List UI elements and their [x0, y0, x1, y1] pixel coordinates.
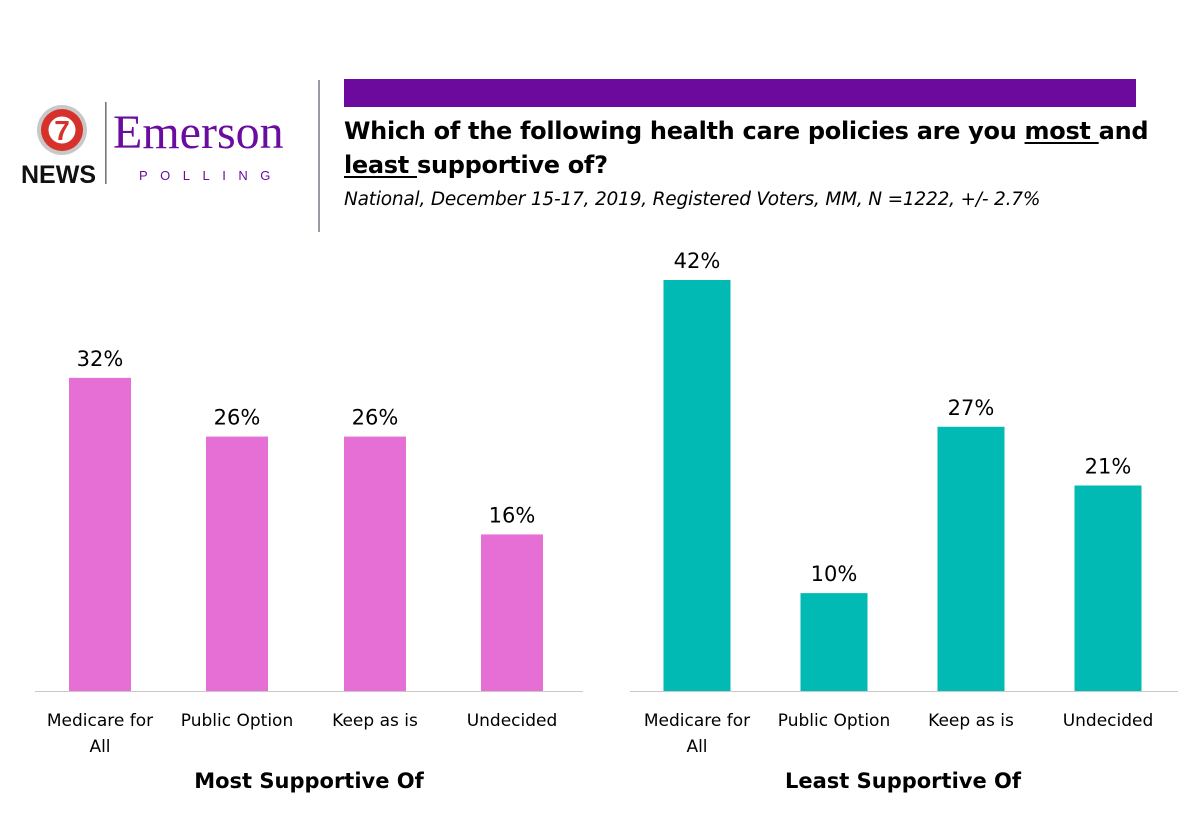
title-least: least	[344, 151, 418, 179]
polling-wordmark: POLLING	[139, 168, 283, 183]
data-label: 26%	[214, 406, 261, 430]
bar	[800, 593, 868, 691]
category-label: Keep as is	[332, 711, 418, 731]
panel-title: Least Supportive Of	[785, 769, 1022, 793]
category-label: Keep as is	[928, 711, 1014, 731]
header-divider	[318, 80, 320, 232]
data-label: 16%	[489, 503, 536, 527]
bar	[663, 280, 731, 691]
category-label: Medicare for	[47, 711, 153, 731]
chart-title: Which of the following health care polic…	[344, 117, 1149, 179]
title-accent-bar	[344, 79, 1136, 107]
data-label: 10%	[811, 562, 858, 586]
data-label: 42%	[674, 249, 721, 273]
bar	[481, 534, 543, 691]
category-label: Medicare for	[644, 711, 750, 731]
channel-7-icon: 7	[37, 105, 87, 155]
title-most: most	[1024, 117, 1099, 145]
bar	[344, 436, 406, 691]
category-label: Public Option	[181, 711, 293, 731]
news-wordmark: NEWS	[21, 161, 96, 189]
bar	[937, 426, 1005, 691]
category-label: Undecided	[1063, 711, 1154, 731]
category-label: Public Option	[778, 711, 890, 731]
category-label: All	[89, 737, 110, 757]
bar	[206, 436, 268, 691]
data-label: 21%	[1085, 455, 1132, 479]
panel-title: Most Supportive Of	[194, 769, 424, 793]
svg-text:7: 7	[54, 115, 70, 146]
data-label: 32%	[77, 347, 124, 371]
emerson-wordmark: Emerson	[113, 106, 284, 159]
bar	[1074, 485, 1142, 691]
data-label: 27%	[948, 396, 995, 420]
emerson-7news-logo: 7 NEWS Emerson POLLING	[21, 102, 284, 189]
bar	[69, 377, 131, 691]
category-label: Undecided	[467, 711, 558, 731]
chart-subtitle: National, December 15-17, 2019, Register…	[344, 189, 1041, 210]
data-label: 26%	[352, 406, 399, 430]
category-label: All	[686, 737, 707, 757]
